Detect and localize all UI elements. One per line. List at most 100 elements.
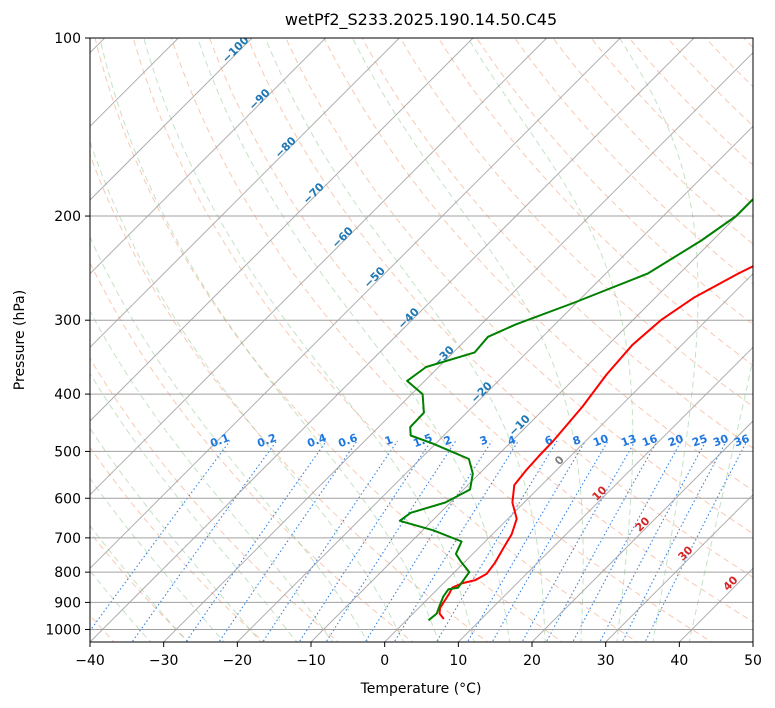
mixing-ratio-line xyxy=(364,440,493,642)
dry-adiabat xyxy=(90,446,265,642)
mixing-ratio-line xyxy=(435,440,558,642)
isotherm xyxy=(90,38,548,496)
isotherm xyxy=(162,51,753,642)
moist-adiabat xyxy=(197,38,511,642)
mixing-ratio-label: 25 xyxy=(690,432,709,449)
y-tick-label: 100 xyxy=(54,31,81,47)
moist-adiabat xyxy=(90,477,226,642)
x-tick-label: 10 xyxy=(449,653,467,669)
dry-adiabat xyxy=(514,38,753,285)
moist-adiabat xyxy=(99,38,440,642)
x-axis-label: Temperature (°C) xyxy=(360,681,482,697)
isotherm xyxy=(531,420,753,642)
mixing-ratio-label: 36 xyxy=(732,432,751,450)
temperature-profile-line xyxy=(438,265,753,620)
mixing-ratio-label: 30 xyxy=(711,432,730,450)
y-tick-label: 400 xyxy=(54,387,81,403)
dry-adiabat-label: −50 xyxy=(361,264,388,291)
dry-adiabat-label: −30 xyxy=(430,343,457,370)
dry-adiabat xyxy=(247,38,753,578)
isotherm xyxy=(383,272,753,642)
mixing-ratio-line xyxy=(491,440,609,642)
moist-adiabat xyxy=(90,310,334,642)
dry-adiabat-label: −40 xyxy=(395,305,422,332)
dry-adiabat xyxy=(361,38,753,449)
mixing-ratio-line xyxy=(185,440,327,642)
y-tick-label: 300 xyxy=(54,313,81,329)
dry-adiabat xyxy=(90,261,414,642)
y-tick-label: 900 xyxy=(54,595,81,611)
mixing-ratio-line xyxy=(621,440,727,642)
moist-adiabat xyxy=(352,38,584,642)
moist-adiabat xyxy=(90,235,369,642)
dewpoint-profile-line xyxy=(398,197,753,622)
mixing-ratio-label: 10 xyxy=(591,432,610,450)
chart-title: wetPf2_S233.2025.190.14.50.C45 xyxy=(285,10,557,30)
mixing-ratio-label: 0.2 xyxy=(255,431,278,450)
x-axis: −40 −30 −20 −10 0 10 20 30 40 50 xyxy=(75,642,762,669)
dry-adiabat-label: −80 xyxy=(272,134,299,161)
dry-adiabat xyxy=(90,153,489,642)
mixing-ratio-label: 3 xyxy=(478,433,490,448)
x-tick-label: 50 xyxy=(744,653,762,669)
plot-frame xyxy=(89,37,754,643)
x-tick-label: 20 xyxy=(523,653,541,669)
mixing-ratio-label: 20 xyxy=(666,432,685,450)
dry-adiabat-label: 30 xyxy=(676,543,696,563)
mixing-ratio-line xyxy=(393,440,519,642)
mixing-ratio-label: 4 xyxy=(506,433,518,448)
isotherm xyxy=(90,38,474,422)
y-axis: 100 200 300 400 500 600 700 800 900 1000 xyxy=(45,31,90,638)
moist-adiabat xyxy=(688,356,753,642)
dry-adiabat xyxy=(323,38,753,492)
dry-adiabat xyxy=(666,38,753,127)
mixing-ratio-label: 16 xyxy=(640,432,659,450)
mixing-ratio-label: 6 xyxy=(543,433,555,448)
dry-adiabat-label: 0 xyxy=(552,453,567,468)
mixing-ratio-label: 2 xyxy=(442,433,454,448)
isotherm xyxy=(90,38,401,349)
mixing-ratio-label: 1 xyxy=(383,433,395,448)
dry-adiabat-label: −70 xyxy=(300,180,327,207)
plot-background: −100−90−80−70−60−50−40−30−20−10010203040… xyxy=(90,38,753,642)
mixing-ratio-label: 0.1 xyxy=(208,431,231,450)
dry-adiabat-label: 40 xyxy=(721,573,741,593)
y-tick-label: 600 xyxy=(54,491,81,507)
x-tick-label: 30 xyxy=(597,653,615,669)
y-tick-label: 700 xyxy=(54,531,81,547)
y-tick-label: 800 xyxy=(54,565,81,581)
series-layer xyxy=(398,197,753,622)
mixing-ratio-line xyxy=(262,440,399,642)
mixing-ratio-line xyxy=(545,440,658,642)
mixing-ratio-line xyxy=(131,440,278,642)
dry-adiabat xyxy=(704,38,753,88)
dry-adiabat-label: −60 xyxy=(329,224,356,251)
mixing-ratio-line xyxy=(325,440,457,642)
x-tick-label: −40 xyxy=(75,653,105,669)
mixing-ratio-line xyxy=(599,440,707,642)
isotherm xyxy=(90,38,622,570)
isotherm xyxy=(90,38,695,642)
x-tick-label: −30 xyxy=(149,653,179,669)
isotherm xyxy=(90,38,253,201)
dry-adiabat-label: 10 xyxy=(590,483,610,503)
dry-adiabat xyxy=(437,38,753,366)
mixing-ratio-label: 13 xyxy=(619,432,638,449)
dry-adiabat xyxy=(132,38,638,642)
isotherm xyxy=(236,125,753,642)
mixing-ratio-label: 0.4 xyxy=(305,431,328,450)
mixing-ratio-line xyxy=(572,440,682,642)
mixing-ratio-label: 8 xyxy=(571,433,583,448)
isotherm xyxy=(310,199,753,642)
isotherm xyxy=(752,641,753,642)
mixing-ratio-label: 0.6 xyxy=(336,431,359,450)
y-tick-label: 1000 xyxy=(45,622,81,638)
isotherm xyxy=(90,38,327,275)
dry-adiabat-label: −20 xyxy=(468,379,495,406)
isotherm xyxy=(90,38,180,128)
mixing-ratio-line xyxy=(298,440,432,642)
dry-adiabat xyxy=(285,38,753,535)
y-tick-label: 200 xyxy=(54,209,81,225)
y-axis-label: Pressure (hPa) xyxy=(12,290,28,390)
